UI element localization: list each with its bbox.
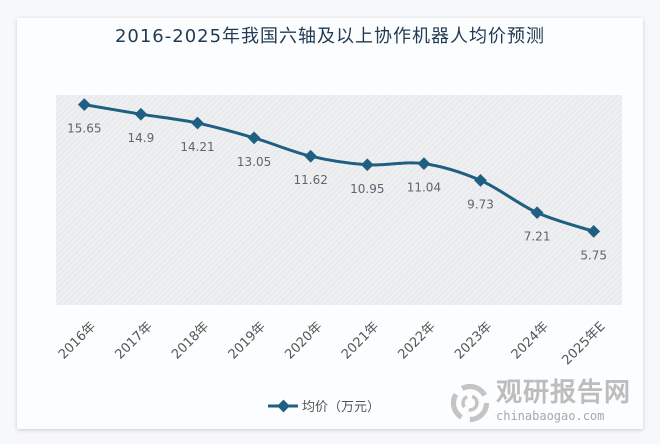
x-tick-label: 2019年 <box>226 319 269 362</box>
data-label: 14.21 <box>180 140 214 154</box>
data-label: 13.05 <box>237 155 271 169</box>
x-tick-label: 2018年 <box>169 319 212 362</box>
chart-title: 2016-2025年我国六轴及以上协作机器人均价预测 <box>114 26 546 47</box>
data-label: 11.04 <box>407 181 441 195</box>
data-point-marker <box>360 158 374 172</box>
x-tick-label: 2024年 <box>509 319 552 362</box>
watermark-cn: 观研报告网 <box>496 378 632 408</box>
data-point-marker <box>304 149 318 163</box>
data-label: 10.95 <box>350 182 384 196</box>
data-label: 11.62 <box>294 173 328 187</box>
watermark-swirl-icon <box>450 383 490 423</box>
x-tick-label: 2022年 <box>396 319 439 362</box>
x-tick-label: 2021年 <box>339 319 382 362</box>
x-tick-label: 2023年 <box>452 319 495 362</box>
data-point-marker <box>191 116 204 130</box>
data-label: 14.9 <box>128 131 155 145</box>
x-tick-label: 2017年 <box>113 319 156 362</box>
data-label: 5.75 <box>580 248 607 262</box>
data-point-marker <box>474 174 487 187</box>
data-label: 9.73 <box>467 197 494 211</box>
data-point-marker <box>134 107 148 121</box>
plot-area <box>56 95 622 305</box>
x-tick-label: 2020年 <box>282 319 325 362</box>
watermark-en: chinabaogao.com <box>496 409 605 423</box>
data-point-marker <box>417 157 431 170</box>
data-label: 7.21 <box>524 230 551 244</box>
x-tick-label: 2016年 <box>56 319 99 362</box>
data-label: 15.65 <box>67 122 101 136</box>
data-point-marker <box>247 131 261 145</box>
series-line <box>84 103 595 233</box>
legend-label: 均价（万元） <box>302 400 380 415</box>
legend-marker-icon <box>277 399 290 413</box>
x-tick-label: 2025年E <box>560 319 609 368</box>
